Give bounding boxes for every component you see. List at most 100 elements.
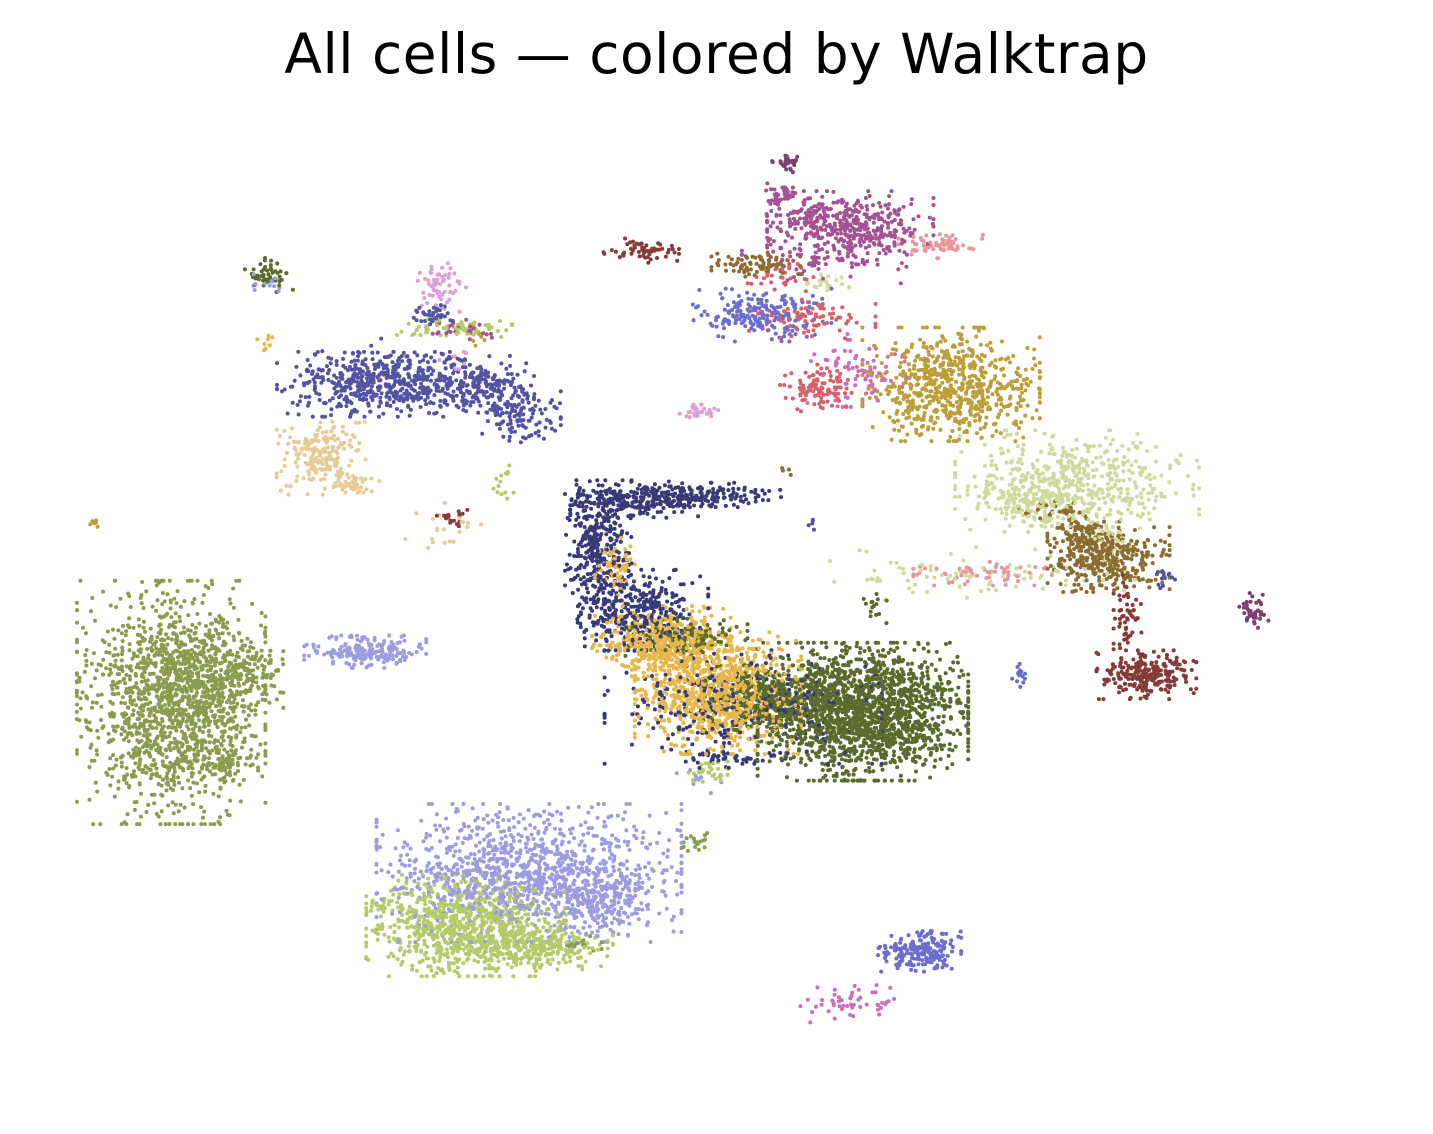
cell-point	[646, 861, 651, 865]
cell-point	[989, 379, 994, 384]
cell-point	[960, 349, 965, 354]
cell-point	[538, 813, 543, 818]
cell-point	[769, 187, 773, 192]
cell-point	[482, 847, 487, 852]
cell-point	[931, 203, 936, 207]
cell-point	[745, 290, 750, 295]
cell-point	[564, 532, 569, 537]
cell-point	[1129, 510, 1134, 515]
cell-point	[318, 420, 323, 425]
cell-point	[259, 274, 264, 278]
cell-point	[866, 761, 871, 765]
cell-point	[583, 508, 588, 513]
cell-point	[787, 384, 792, 389]
cell-point	[918, 933, 923, 938]
cell-point	[114, 757, 119, 762]
cell-point	[947, 640, 952, 645]
cell-point	[695, 760, 700, 765]
cell-point	[240, 698, 245, 703]
cell-point	[391, 657, 395, 662]
cell-point	[659, 509, 664, 514]
cell-point	[1150, 561, 1155, 566]
cell-point	[602, 693, 607, 697]
cell-point	[511, 815, 516, 820]
cell-point	[121, 677, 126, 682]
cell-point	[375, 350, 380, 355]
cell-point	[199, 822, 204, 827]
cell-point	[953, 744, 958, 749]
cell-point	[295, 474, 300, 479]
cell-point	[637, 721, 642, 726]
cell-point	[954, 379, 959, 384]
cell-point	[1175, 666, 1180, 671]
cell-point	[169, 615, 174, 620]
cell-point	[525, 893, 530, 898]
cell-point	[324, 364, 329, 369]
cell-point	[1017, 394, 1022, 399]
cell-point	[599, 489, 603, 494]
cell-point	[106, 731, 111, 736]
cell-point	[661, 851, 666, 856]
cell-point	[783, 239, 788, 244]
cell-point	[419, 974, 424, 979]
cell-point	[938, 757, 943, 762]
cell-point	[895, 966, 900, 971]
cell-point	[612, 916, 617, 921]
cell-point	[666, 848, 670, 853]
cell-point	[735, 505, 740, 510]
cell-point	[648, 257, 653, 262]
cell-point	[370, 357, 375, 362]
cell-point	[568, 959, 573, 964]
cell-point	[983, 464, 987, 469]
cell-point	[393, 846, 398, 851]
cell-point	[576, 550, 581, 555]
cell-point	[482, 338, 487, 343]
cell-point	[866, 189, 871, 194]
cell-point	[829, 316, 834, 320]
cell-point	[573, 523, 578, 528]
cell-point	[998, 431, 1003, 436]
cell-point	[803, 289, 808, 294]
cell-point	[1026, 471, 1030, 476]
cell-point	[558, 893, 563, 898]
cell-point	[119, 822, 124, 827]
cell-point	[256, 277, 261, 282]
cell-point	[831, 189, 836, 194]
cell-point	[364, 901, 369, 906]
cell-point	[666, 736, 671, 741]
cell-point	[496, 959, 501, 964]
cell-point	[811, 640, 816, 645]
cell-point	[207, 756, 212, 761]
cell-point	[434, 827, 439, 832]
cell-point	[116, 779, 121, 784]
cell-point	[772, 287, 777, 292]
cell-point	[912, 778, 917, 783]
cell-point	[603, 478, 608, 483]
cell-point	[766, 498, 771, 503]
cell-point	[703, 837, 707, 842]
cell-point	[726, 488, 731, 493]
cell-point	[725, 772, 730, 777]
cell-point	[1132, 584, 1137, 589]
cell-point	[585, 572, 590, 577]
cell-point	[922, 243, 926, 248]
cell-point	[470, 806, 475, 811]
cell-point	[207, 740, 212, 745]
cell-point	[663, 254, 668, 259]
cell-point	[920, 398, 925, 403]
cell-point	[392, 923, 397, 928]
cell-point	[884, 598, 889, 603]
cell-point	[441, 414, 446, 419]
cell-point	[769, 280, 774, 285]
cell-point	[284, 271, 289, 276]
cell-point	[1092, 483, 1097, 488]
cell-point	[541, 925, 546, 930]
cell-point	[146, 802, 151, 807]
cell-point	[392, 930, 397, 934]
cell-point	[718, 666, 723, 671]
cell-point	[476, 410, 481, 415]
cell-point	[788, 276, 793, 281]
cell-point	[74, 748, 79, 753]
cell-point	[438, 823, 443, 828]
cell-point	[894, 347, 899, 352]
